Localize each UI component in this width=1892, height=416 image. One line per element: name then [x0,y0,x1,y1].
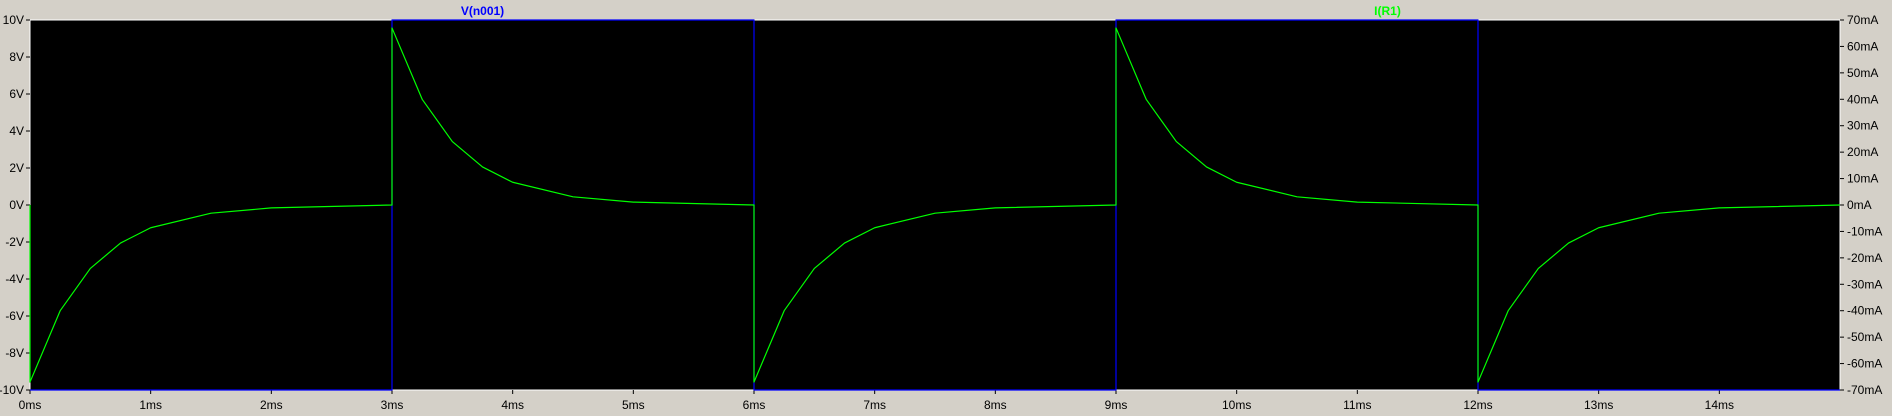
y-left-tick-label: -10V [0,383,24,397]
x-tick-label: 13ms [1584,398,1613,412]
x-tick-label: 3ms [381,398,404,412]
plot-area[interactable] [30,20,1840,390]
x-tick-label: 9ms [1105,398,1128,412]
y-right-tick-label: 30mA [1847,119,1878,133]
x-tick-label: 11ms [1343,398,1371,412]
traces [29,19,1841,391]
x-axis-ticks: 0ms 1ms 2ms 3ms 4ms 5ms 6ms 7ms 8ms 9ms 10ms 11ms 12… [19,390,1734,412]
y-right-tick-label: -40mA [1847,304,1882,318]
x-tick-label: 8ms [984,398,1007,412]
trace-label-v-n001[interactable]: V(n001) [461,4,504,18]
y-right-tick-label: -60mA [1847,357,1882,371]
y-left-tick-label: 4V [9,124,24,138]
y-right-tick-label: -50mA [1847,330,1882,344]
y-right-tick-label: 40mA [1847,92,1878,106]
left-axis-ticks: 10V 8V 6V 4V 2V 0V -2V -4V -6V -8V -10V [0,13,30,397]
x-tick-label: 6ms [743,398,766,412]
x-tick-label: 5ms [622,398,645,412]
trace-labels: V(n001) I(R1) [461,4,1401,18]
x-tick-label: 7ms [863,398,886,412]
y-left-tick-label: 8V [9,50,24,64]
x-tick-label: 2ms [260,398,283,412]
trace-i-r1[interactable] [29,27,1841,383]
y-left-tick-label: -4V [5,272,24,286]
y-left-tick-label: 6V [9,87,24,101]
y-right-tick-label: 70mA [1847,13,1878,27]
y-right-tick-label: 10mA [1847,172,1878,186]
right-axis-ticks: 70mA 60mA 50mA 40mA 30mA 20mA 10mA 0mA -10mA -20m… [1840,13,1882,397]
y-right-tick-label: -70mA [1847,383,1882,397]
x-tick-label: 1ms [139,398,162,412]
y-left-tick-label: 10V [3,13,24,27]
y-right-tick-label: -20mA [1847,251,1882,265]
x-tick-label: 0ms [19,398,42,412]
y-left-tick-label: -2V [5,235,24,249]
y-right-tick-label: -10mA [1847,224,1882,238]
y-right-tick-label: 20mA [1847,145,1878,159]
y-left-tick-label: -8V [5,346,24,360]
y-right-tick-label: 60mA [1847,39,1878,53]
y-right-tick-label: -30mA [1847,277,1882,291]
x-tick-label: 4ms [501,398,524,412]
x-tick-label: 12ms [1463,398,1492,412]
y-left-tick-label: 2V [9,161,24,175]
y-right-tick-label: 50mA [1847,66,1878,80]
x-tick-label: 10ms [1222,398,1251,412]
y-left-tick-label: 0V [9,198,24,212]
y-right-tick-label: 0mA [1847,198,1872,212]
y-left-tick-label: -6V [5,309,24,323]
trace-label-i-r1[interactable]: I(R1) [1374,4,1401,18]
x-tick-label: 14ms [1705,398,1734,412]
